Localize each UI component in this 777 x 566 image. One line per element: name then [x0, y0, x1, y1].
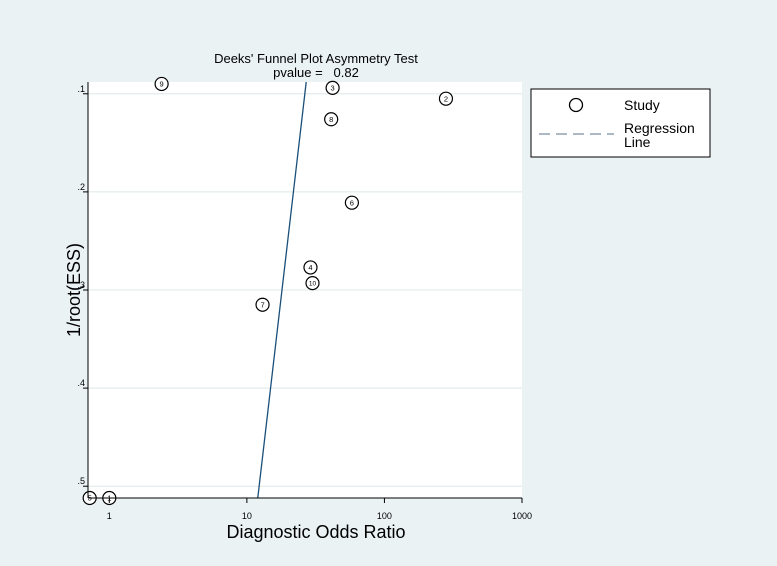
- study-label: 10: [309, 281, 317, 288]
- study-marker: [255, 297, 270, 312]
- study-marker: [305, 276, 320, 291]
- study-point: 4: [303, 260, 318, 275]
- study-marker: [154, 76, 169, 92]
- y-tick-label: .5: [77, 476, 85, 486]
- legend-study-marker: [568, 97, 584, 113]
- study-label: 6: [350, 198, 354, 207]
- study-label: 2: [444, 94, 448, 103]
- study-point: 10: [305, 276, 320, 291]
- legend-box: [530, 88, 711, 158]
- y-axis-label: 1/root(ESS): [64, 243, 84, 337]
- chart-subtitle: pvalue = 0.82: [273, 65, 359, 80]
- study-label: 4: [308, 263, 312, 272]
- legend-study-label: Study: [624, 97, 660, 113]
- legend: Study Regression Line: [530, 88, 711, 158]
- study-point: 7: [255, 297, 270, 312]
- study-point: 6: [344, 195, 359, 210]
- y-tick-label: .4: [77, 378, 85, 388]
- study-marker: [303, 260, 318, 275]
- study-label: 8: [329, 115, 333, 124]
- study-point: 2: [438, 91, 454, 106]
- regression-line: [257, 81, 307, 499]
- x-tick-label: 1: [107, 511, 112, 521]
- study-marker: [325, 80, 340, 95]
- study-point: 3: [325, 80, 340, 95]
- x-tick-label: 100: [377, 511, 392, 521]
- chart-title: Deeks' Funnel Plot Asymmetry Test: [214, 51, 418, 66]
- y-tick-label: .1: [77, 84, 85, 94]
- y-tick-label: .2: [77, 182, 85, 192]
- study-point: 8: [324, 112, 339, 127]
- study-marker: [438, 91, 454, 106]
- x-tick-label: 1000: [512, 511, 532, 521]
- y-tick-label: .3: [77, 280, 85, 290]
- x-tick-label: 10: [242, 511, 252, 521]
- legend-regression-label: Regression Line: [624, 120, 699, 150]
- study-point: 9: [154, 76, 169, 92]
- study-marker: [344, 195, 359, 210]
- study-marker: [324, 112, 339, 127]
- study-label: 3: [331, 83, 335, 92]
- study-label: 7: [260, 300, 264, 309]
- study-label: 9: [160, 80, 164, 89]
- x-axis-label: Diagnostic Odds Ratio: [226, 522, 405, 542]
